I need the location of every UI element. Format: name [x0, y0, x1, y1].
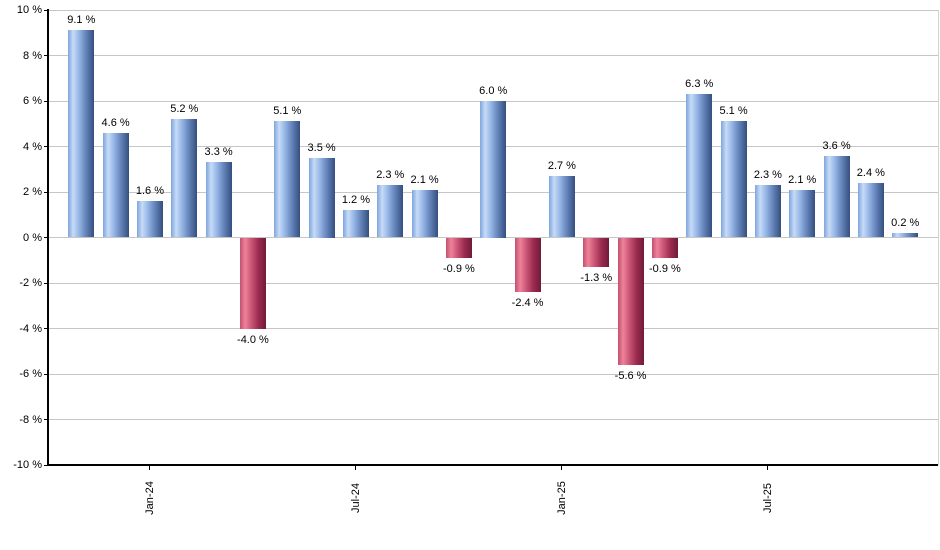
bar-negative: [514, 237, 541, 293]
y-axis-tick: [44, 237, 48, 238]
y-axis-tick-label: 0 %: [23, 231, 42, 244]
gridline: [48, 237, 938, 238]
bar-positive: [754, 185, 781, 238]
bar-value-label: 6.3 %: [685, 78, 714, 91]
gridline: [48, 328, 938, 329]
bar-positive: [548, 176, 575, 238]
plot-right-border: [938, 10, 939, 465]
bar-positive: [480, 101, 507, 238]
gridline: [48, 373, 938, 375]
x-axis-tick-label: Jan-25: [555, 481, 568, 515]
x-axis-tick: [767, 465, 769, 470]
x-axis-tick: [355, 465, 357, 470]
y-axis-tick: [44, 328, 48, 329]
y-axis-tick: [44, 9, 48, 11]
x-axis-tick: [149, 465, 151, 470]
bar-value-label: 5.1 %: [719, 105, 748, 118]
bar-negative: [651, 237, 678, 258]
bar-value-label: -5.6 %: [614, 369, 647, 382]
bar-value-label: 2.1 %: [788, 173, 817, 186]
bar-positive: [411, 189, 438, 238]
gridline: [48, 282, 938, 284]
bar-value-label: 2.1 %: [410, 173, 439, 186]
bar-value-label: 3.6 %: [822, 139, 851, 152]
y-axis-tick: [44, 191, 48, 193]
gridline: [48, 9, 938, 11]
y-axis-tick: [44, 282, 48, 284]
bar-value-label: 3.5 %: [307, 141, 336, 154]
gridline: [48, 55, 938, 56]
bar-value-label: 1.2 %: [341, 194, 370, 207]
y-axis-tick-label: 6 %: [23, 95, 42, 107]
bar-positive: [274, 121, 301, 238]
bar-negative: [445, 237, 472, 258]
y-axis-tick: [44, 55, 48, 56]
y-axis-tick: [44, 146, 48, 147]
bar-value-label: 5.1 %: [273, 105, 302, 118]
x-axis-line: [47, 464, 938, 466]
bar-value-label: -0.9 %: [443, 262, 475, 275]
y-axis-tick-label: -4 %: [19, 322, 42, 335]
bar-positive: [377, 185, 404, 238]
bar-positive: [68, 30, 95, 238]
bar-value-label: 2.3 %: [753, 169, 782, 182]
y-axis-tick-label: -6 %: [19, 368, 42, 380]
bar-positive: [308, 157, 335, 238]
bar-value-label: 2.3 %: [376, 169, 405, 182]
bar-value-label: -4.0 %: [237, 333, 269, 346]
y-axis-tick-label: -2 %: [19, 277, 42, 289]
y-axis-tick-label: -10 %: [13, 459, 42, 471]
bar-negative: [583, 237, 610, 268]
bar-positive: [171, 119, 198, 238]
bar-positive: [892, 232, 919, 238]
bar-negative: [617, 237, 644, 365]
y-axis-tick-label: -8 %: [19, 413, 42, 426]
bar-positive: [342, 210, 369, 238]
gridline: [48, 419, 938, 420]
bar-value-label: -0.9 %: [649, 262, 681, 275]
y-axis-tick: [44, 373, 48, 375]
bar-value-label: 1.6 %: [135, 185, 165, 198]
bar-positive: [686, 94, 713, 238]
y-axis-tick-label: 2 %: [23, 186, 42, 198]
y-axis-tick-label: 4 %: [23, 140, 42, 153]
bar-value-label: 3.3 %: [204, 146, 233, 159]
bar-value-label: -2.4 %: [511, 297, 544, 310]
x-axis-tick: [561, 465, 563, 470]
bar-positive: [720, 121, 747, 238]
y-axis-line: [47, 9, 49, 466]
bar-value-label: 4.6 %: [101, 116, 130, 129]
bar-value-label: 9.1 %: [67, 14, 96, 27]
bar-value-label: 5.2 %: [170, 103, 199, 116]
bar-positive: [823, 155, 850, 238]
bar-positive: [857, 182, 884, 238]
bar-value-label: 6.0 %: [479, 85, 508, 97]
y-axis-tick: [44, 419, 48, 420]
bar-positive: [205, 162, 232, 238]
bar-positive: [102, 132, 129, 238]
bar-value-label: -1.3 %: [580, 272, 613, 285]
bar-positive: [789, 189, 816, 238]
y-axis-tick: [44, 100, 48, 102]
bar-negative: [239, 237, 266, 329]
bar-value-label: 0.2 %: [891, 216, 920, 229]
x-axis-tick-label: Jul-25: [761, 483, 774, 513]
y-axis-tick-label: 8 %: [23, 49, 42, 62]
x-axis-tick-label: Jan-24: [143, 481, 156, 515]
bar-value-label: 2.4 %: [856, 166, 885, 179]
x-axis-tick-label: Jul-24: [349, 483, 362, 513]
bar-value-label: 2.7 %: [547, 160, 576, 173]
bar-positive: [136, 201, 163, 238]
y-axis-tick: [44, 464, 48, 466]
y-axis-tick-label: 10 %: [16, 4, 42, 16]
